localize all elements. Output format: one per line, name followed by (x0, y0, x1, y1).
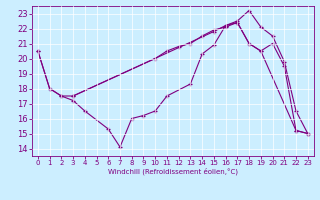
X-axis label: Windchill (Refroidissement éolien,°C): Windchill (Refroidissement éolien,°C) (108, 168, 238, 175)
